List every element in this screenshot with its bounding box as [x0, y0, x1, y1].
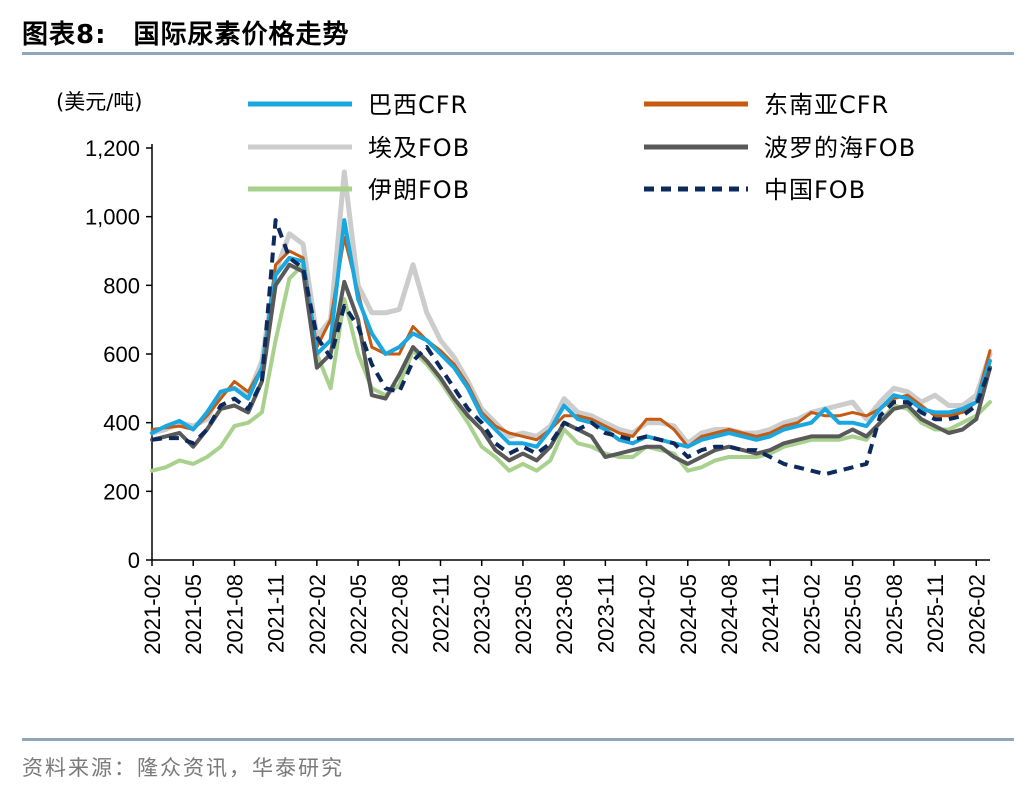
legend-label: 巴西CFR	[368, 91, 468, 119]
y-tick-label: 200	[103, 479, 140, 504]
x-tick-label: 2025-02	[799, 574, 824, 655]
x-tick-label: 2026-02	[964, 574, 989, 655]
series-line	[150, 262, 992, 473]
y-axis-unit-label: (美元/吨)	[56, 90, 142, 114]
legend-label: 伊朗FOB	[368, 176, 470, 204]
series-line	[150, 235, 992, 449]
y-tick-label: 400	[103, 411, 140, 436]
x-tick-label: 2022-02	[305, 574, 330, 655]
x-tick-label: 2024-11	[758, 574, 783, 653]
x-tick-label: 2021-02	[140, 574, 165, 655]
series-line	[151, 218, 992, 477]
x-tick-label: 2021-08	[222, 574, 247, 655]
x-tick-label: 2025-05	[841, 574, 866, 655]
x-tick-label: 2023-05	[511, 574, 536, 655]
x-tick-label: 2024-02	[635, 574, 660, 655]
x-axis: 2021-02 2021-05 2021-08 2021-11 2022-02 2022-…	[140, 559, 990, 655]
top-divider	[22, 52, 1014, 55]
legend-label: 东南亚CFR	[764, 91, 889, 119]
series-line	[150, 262, 992, 466]
legend-label: 埃及FOB	[368, 134, 470, 162]
y-tick-label: 1,000	[85, 205, 140, 230]
series-line	[149, 169, 993, 446]
y-tick-label: 800	[103, 273, 140, 298]
x-tick-label: 2025-08	[882, 574, 907, 655]
series-line	[150, 218, 992, 449]
x-tick-label: 2023-11	[593, 574, 618, 653]
y-axis: 0 200 400 600 800 1,000 1,200	[85, 136, 153, 573]
legend: 巴西CFR 东南亚CFR 埃及FOB 波罗的海FOB 伊朗FOB 中国FOB	[248, 91, 916, 204]
y-tick-label: 1,200	[85, 136, 140, 161]
x-tick-label: 2022-05	[346, 574, 371, 655]
y-tick-label: 0	[128, 548, 140, 573]
x-tick-label: 2025-11	[923, 574, 948, 653]
x-tick-label: 2022-11	[428, 574, 453, 653]
y-tick-label: 600	[103, 342, 140, 367]
x-tick-label: 2023-02	[470, 574, 495, 655]
series-layer	[149, 169, 993, 477]
x-tick-label: 2024-08	[717, 574, 742, 655]
figure-title: 图表8: 国际尿素价格走势	[22, 20, 350, 50]
x-tick-label: 2021-11	[264, 574, 289, 653]
x-tick-label: 2022-08	[387, 574, 412, 655]
legend-label: 中国FOB	[764, 176, 866, 204]
bottom-divider	[22, 738, 1014, 741]
x-tick-label: 2021-05	[181, 574, 206, 655]
source-note: 资料来源：隆众资讯，华泰研究	[22, 756, 344, 780]
x-tick-label: 2024-05	[676, 574, 701, 655]
legend-label: 波罗的海FOB	[764, 134, 916, 162]
x-tick-label: 2023-08	[552, 574, 577, 655]
